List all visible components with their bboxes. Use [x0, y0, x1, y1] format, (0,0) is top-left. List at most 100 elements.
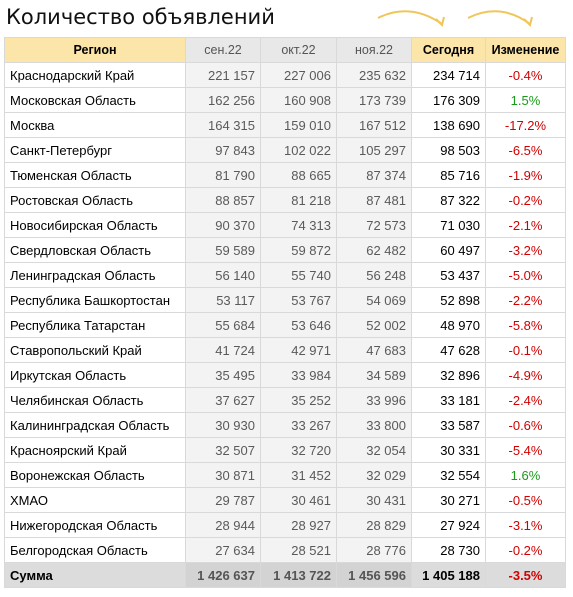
region-cell: Нижегородская Область	[4, 512, 186, 538]
region-cell: Ставропольский Край	[4, 337, 186, 363]
sep-cell: 32 507	[185, 437, 261, 463]
table-row: Калининградская Область 30 930 33 267 33 80…	[4, 412, 566, 438]
sep-cell: 35 495	[185, 362, 261, 388]
listings-table: Регион сен.22 окт.22 ноя.22 Сегодня Изме…	[4, 37, 566, 588]
nov-cell: 173 739	[336, 87, 412, 113]
change-cell: -3.5%	[485, 562, 566, 588]
region-cell: Иркутская Область	[4, 362, 186, 388]
region-cell: Республика Башкортостан	[4, 287, 186, 313]
today-cell: 33 181	[411, 387, 486, 413]
oct-cell: 31 452	[260, 462, 337, 488]
sep-cell: 53 117	[185, 287, 261, 313]
region-cell: Санкт-Петербург	[4, 137, 186, 163]
nov-cell: 87 481	[336, 187, 412, 213]
nov-cell: 167 512	[336, 112, 412, 138]
nov-cell: 1 456 596	[336, 562, 412, 588]
today-cell: 98 503	[411, 137, 486, 163]
today-cell: 33 587	[411, 412, 486, 438]
region-cell: Белгородская Область	[4, 537, 186, 563]
sep-cell: 27 634	[185, 537, 261, 563]
change-cell: -17.2%	[485, 112, 566, 138]
arrow-icon	[377, 10, 443, 25]
sep-cell: 221 157	[185, 62, 261, 88]
table-row: Республика Татарстан 55 684 53 646 52 002 48…	[4, 312, 566, 338]
today-cell: 27 924	[411, 512, 486, 538]
oct-cell: 42 971	[260, 337, 337, 363]
total-row: Сумма 1 426 637 1 413 722 1 456 596 1 405 18…	[4, 562, 566, 588]
sep-cell: 90 370	[185, 212, 261, 238]
change-cell: -2.4%	[485, 387, 566, 413]
sep-cell: 88 857	[185, 187, 261, 213]
header-row: Регион сен.22 окт.22 ноя.22 Сегодня Изме…	[4, 37, 566, 63]
region-cell: Тюменская Область	[4, 162, 186, 188]
change-cell: -0.2%	[485, 187, 566, 213]
oct-cell: 81 218	[260, 187, 337, 213]
region-cell: Новосибирская Область	[4, 212, 186, 238]
region-cell: Калининградская Область	[4, 412, 186, 438]
nov-cell: 47 683	[336, 337, 412, 363]
nov-cell: 72 573	[336, 212, 412, 238]
sep-cell: 41 724	[185, 337, 261, 363]
today-cell: 32 896	[411, 362, 486, 388]
sep-cell: 29 787	[185, 487, 261, 513]
header-change: Изменение	[485, 37, 566, 63]
table-row: Ленинградская Область 56 140 55 740 56 248 5…	[4, 262, 566, 288]
sep-cell: 162 256	[185, 87, 261, 113]
oct-cell: 160 908	[260, 87, 337, 113]
sep-cell: 97 843	[185, 137, 261, 163]
change-cell: -5.8%	[485, 312, 566, 338]
today-cell: 176 309	[411, 87, 486, 113]
table-row: ХМАО 29 787 30 461 30 431 30 271 -0.5%	[4, 487, 566, 513]
nov-cell: 105 297	[336, 137, 412, 163]
change-cell: -0.2%	[485, 537, 566, 563]
today-cell: 52 898	[411, 287, 486, 313]
page-title: Количество объявлений	[6, 5, 275, 29]
oct-cell: 88 665	[260, 162, 337, 188]
oct-cell: 33 984	[260, 362, 337, 388]
table-row: Ставропольский Край 41 724 42 971 47 683 47 …	[4, 337, 566, 363]
header-sep: сен.22	[185, 37, 261, 63]
today-cell: 48 970	[411, 312, 486, 338]
nov-cell: 30 431	[336, 487, 412, 513]
table-row: Москва 164 315 159 010 167 512 138 690 -17.2%	[4, 112, 566, 138]
change-cell: -6.5%	[485, 137, 566, 163]
table-row: Иркутская Область 35 495 33 984 34 589 32 89…	[4, 362, 566, 388]
region-cell: Сумма	[4, 562, 186, 588]
table-row: Новосибирская Область 90 370 74 313 72 573 7…	[4, 212, 566, 238]
region-cell: Свердловская Область	[4, 237, 186, 263]
oct-cell: 28 927	[260, 512, 337, 538]
change-cell: -1.9%	[485, 162, 566, 188]
oct-cell: 159 010	[260, 112, 337, 138]
region-cell: Ленинградская Область	[4, 262, 186, 288]
sep-cell: 37 627	[185, 387, 261, 413]
change-cell: -0.4%	[485, 62, 566, 88]
table-row: Ростовская Область 88 857 81 218 87 481 87 3…	[4, 187, 566, 213]
nov-cell: 33 800	[336, 412, 412, 438]
arrow-head-icon	[435, 16, 445, 27]
today-cell: 87 322	[411, 187, 486, 213]
nov-cell: 87 374	[336, 162, 412, 188]
oct-cell: 30 461	[260, 487, 337, 513]
oct-cell: 55 740	[260, 262, 337, 288]
change-cell: -5.4%	[485, 437, 566, 463]
sep-cell: 30 930	[185, 412, 261, 438]
table-row: Санкт-Петербург 97 843 102 022 105 297 98 50…	[4, 137, 566, 163]
oct-cell: 227 006	[260, 62, 337, 88]
table-body: Краснодарский Край 221 157 227 006 235 632 2…	[4, 62, 566, 588]
header-oct: окт.22	[260, 37, 337, 63]
today-cell: 234 714	[411, 62, 486, 88]
nov-cell: 235 632	[336, 62, 412, 88]
region-cell: Челябинская Область	[4, 387, 186, 413]
table-row: Московская Область 162 256 160 908 173 739 1…	[4, 87, 566, 113]
region-cell: ХМАО	[4, 487, 186, 513]
nov-cell: 54 069	[336, 287, 412, 313]
table-row: Краснодарский Край 221 157 227 006 235 632 2…	[4, 62, 566, 88]
arrow-icon	[467, 10, 531, 25]
today-cell: 47 628	[411, 337, 486, 363]
region-cell: Красноярский Край	[4, 437, 186, 463]
oct-cell: 102 022	[260, 137, 337, 163]
nov-cell: 32 029	[336, 462, 412, 488]
region-cell: Краснодарский Край	[4, 62, 186, 88]
table-row: Нижегородская Область 28 944 28 927 28 829 2…	[4, 512, 566, 538]
region-cell: Московская Область	[4, 87, 186, 113]
